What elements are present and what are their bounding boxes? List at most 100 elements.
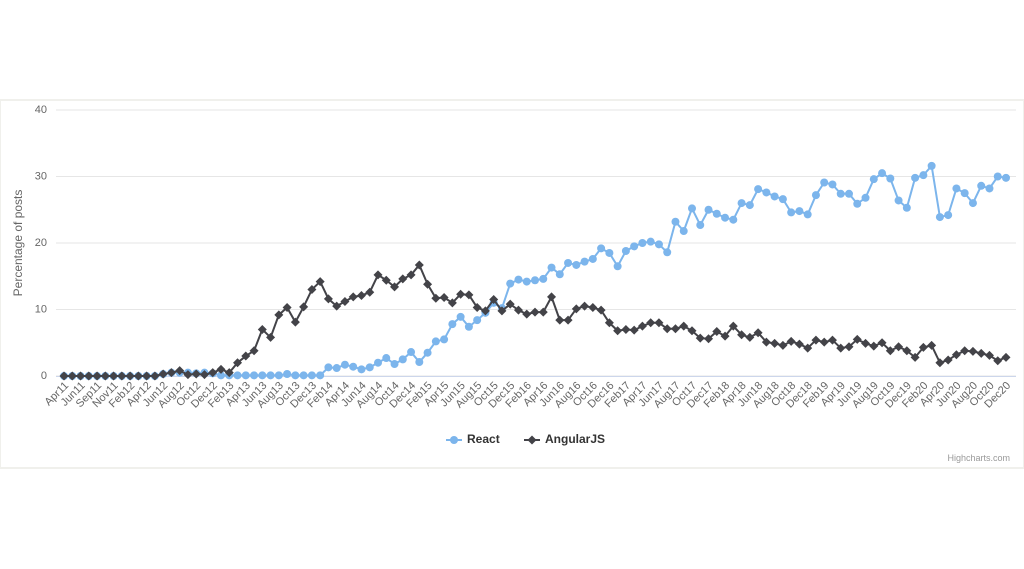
data-point: [175, 366, 185, 376]
data-point: [464, 290, 474, 300]
data-point: [472, 303, 482, 313]
data-point: [530, 307, 540, 317]
data-point: [877, 338, 887, 348]
data-point: [811, 335, 821, 345]
data-point: [513, 305, 523, 315]
data-point: [233, 358, 243, 368]
data-point: [431, 293, 441, 303]
data-point: [59, 371, 69, 381]
data-point: [688, 204, 696, 213]
data-point: [365, 363, 374, 372]
data-point: [721, 213, 730, 222]
data-point: [473, 316, 482, 325]
data-point: [497, 306, 507, 316]
data-point: [927, 340, 937, 350]
data-point: [861, 338, 871, 348]
data-point: [522, 309, 532, 319]
data-point: [803, 210, 812, 219]
data-point: [423, 348, 432, 357]
data-point: [332, 301, 342, 311]
data-point: [654, 318, 664, 328]
data-point: [787, 208, 796, 217]
data-point: [448, 320, 457, 329]
data-point: [629, 325, 639, 335]
data-point: [348, 292, 358, 302]
data-point: [696, 221, 705, 230]
data-point: [753, 328, 763, 338]
data-point: [382, 354, 391, 363]
data-point: [795, 207, 804, 216]
data-point: [786, 336, 796, 346]
data-point: [646, 237, 655, 246]
data-point: [514, 275, 523, 284]
data-point: [894, 342, 904, 352]
data-point: [679, 227, 688, 236]
data-point: [447, 298, 457, 308]
data-point: [597, 244, 606, 253]
data-point: [687, 326, 697, 336]
data-point: [323, 294, 333, 304]
data-point: [76, 371, 86, 381]
data-point: [92, 371, 102, 381]
data-point: [315, 277, 325, 287]
data-point: [596, 305, 606, 315]
data-point: [216, 364, 226, 374]
data-point: [398, 355, 407, 364]
data-point: [166, 368, 176, 378]
data-point: [712, 326, 722, 336]
data-point: [794, 339, 804, 349]
data-point: [902, 203, 911, 212]
data-point: [885, 346, 895, 356]
data-point: [943, 355, 953, 365]
data-point: [894, 196, 903, 205]
legend-item[interactable]: React: [446, 432, 500, 446]
data-point: [869, 175, 878, 184]
data-point: [266, 332, 276, 342]
data-point: [778, 195, 787, 204]
data-point: [927, 161, 936, 170]
data-point: [993, 356, 1003, 366]
y-tick-label: 30: [35, 170, 47, 182]
data-point: [531, 276, 539, 285]
data-point: [944, 211, 953, 220]
credits[interactable]: Highcharts.com: [947, 453, 1010, 463]
data-point: [150, 371, 160, 381]
data-point: [398, 274, 408, 284]
data-point: [390, 360, 399, 369]
data-point: [440, 335, 449, 344]
data-point: [960, 346, 970, 356]
data-point: [407, 348, 416, 357]
data-point: [547, 292, 557, 302]
data-point: [415, 358, 424, 367]
data-point: [125, 371, 135, 381]
data-point: [762, 188, 771, 197]
data-point: [886, 174, 895, 183]
data-point: [241, 371, 250, 380]
data-point: [555, 270, 564, 279]
data-point: [580, 257, 589, 266]
data-point: [406, 270, 416, 280]
data-point: [390, 282, 400, 292]
data-point: [704, 205, 713, 214]
data-point: [853, 199, 862, 208]
data-point: [365, 287, 375, 297]
data-point: [571, 304, 581, 314]
data-point: [654, 240, 663, 249]
data-point: [1001, 352, 1011, 362]
data-point: [431, 337, 440, 346]
data-point: [547, 263, 556, 272]
data-point: [158, 369, 168, 379]
data-point: [489, 295, 499, 305]
data-point: [555, 315, 565, 325]
data-point: [861, 193, 870, 202]
data-point: [811, 191, 820, 200]
data-point: [737, 199, 746, 208]
data-point: [977, 181, 986, 190]
data-point: [704, 334, 714, 344]
legend-marker: [450, 436, 458, 444]
data-point: [290, 317, 300, 327]
data-point: [423, 279, 433, 289]
legend-item[interactable]: AngularJS: [524, 432, 605, 446]
data-point: [778, 340, 788, 350]
